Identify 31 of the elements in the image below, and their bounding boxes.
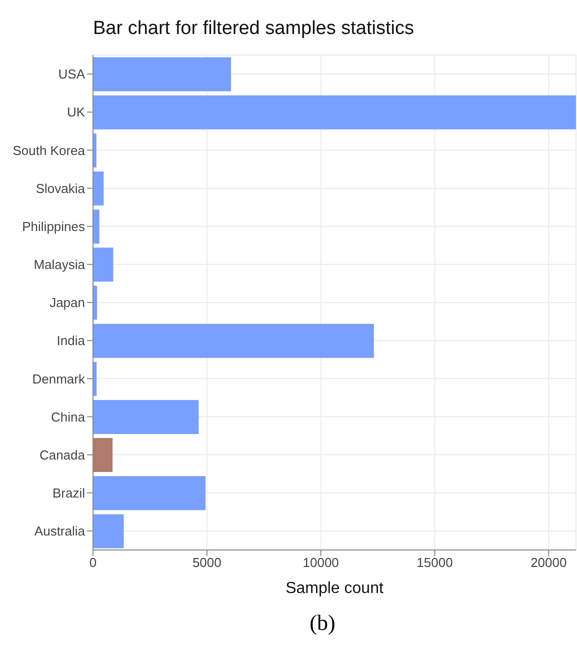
- y-tick-label: Brazil: [52, 486, 86, 500]
- y-tick-label: Malaysia: [34, 257, 86, 272]
- bar: [93, 400, 199, 434]
- x-tick-label: 0: [89, 555, 97, 570]
- y-tick-label: India: [56, 333, 86, 348]
- bar: [93, 514, 124, 548]
- bar: [93, 438, 113, 472]
- x-axis-title: Sample count: [286, 580, 384, 597]
- x-tick-label: 10000: [302, 555, 339, 570]
- bar: [93, 476, 206, 510]
- x-tick-label: 20000: [530, 555, 567, 570]
- y-tick-label: Japan: [50, 295, 85, 310]
- y-tick-label: Australia: [34, 524, 86, 539]
- chart-title: Bar chart for filtered samples statistics: [92, 17, 415, 41]
- text: (b): [308, 610, 336, 636]
- bar: [93, 210, 100, 244]
- y-tick-label: Canada: [39, 447, 86, 462]
- bar: [93, 248, 114, 282]
- x-tick-label: 5000: [192, 555, 222, 570]
- y-tick-label: Philippines: [22, 218, 86, 234]
- bar: [93, 95, 576, 130]
- y-tick-label: Denmark: [32, 371, 86, 386]
- bar: [93, 324, 374, 358]
- y-tick-label: China: [51, 409, 86, 424]
- bar: [93, 172, 104, 206]
- bar: [93, 57, 232, 92]
- y-tick-label: USA: [58, 66, 86, 82]
- y-tick-label: South Korea: [12, 142, 86, 158]
- y-tick-label: Slovakia: [36, 180, 86, 196]
- y-tick-label: UK: [66, 104, 86, 120]
- x-tick-label: 15000: [416, 555, 453, 570]
